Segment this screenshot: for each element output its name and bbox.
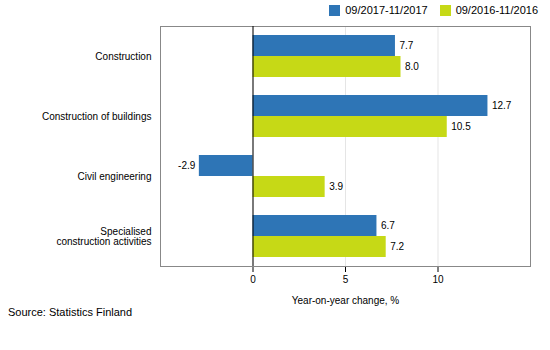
svg-text:Year-on-year change, %: Year-on-year change, % — [292, 295, 400, 306]
html-text:09/2016-11/2016: 09/2016-11/2016 — [455, 4, 538, 16]
svg-text:6.7: 6.7 — [381, 220, 395, 231]
svg-text:7.7: 7.7 — [399, 40, 413, 51]
svg-text:Specialisedconstruction activi: Specialisedconstruction activities — [56, 226, 151, 247]
svg-text:3.9: 3.9 — [329, 181, 343, 192]
svg-text:12.7: 12.7 — [492, 100, 512, 111]
svg-text:0: 0 — [250, 274, 256, 285]
svg-text:Construction of buildings: Construction of buildings — [42, 111, 152, 122]
svg-text:Civil engineering: Civil engineering — [78, 171, 152, 182]
svg-text:8.0: 8.0 — [405, 61, 419, 72]
svg-text:Construction: Construction — [95, 51, 151, 62]
html-text:09/2017-11/2017: 09/2017-11/2017 — [345, 4, 428, 16]
html-text:Source: Statistics Finland: Source: Statistics Finland — [8, 306, 133, 318]
svg-text:10: 10 — [432, 274, 444, 285]
svg-text:7.2: 7.2 — [390, 241, 404, 252]
svg-text:5: 5 — [343, 274, 349, 285]
svg-text:10.5: 10.5 — [451, 121, 471, 132]
svg-text:-2.9: -2.9 — [178, 160, 196, 171]
